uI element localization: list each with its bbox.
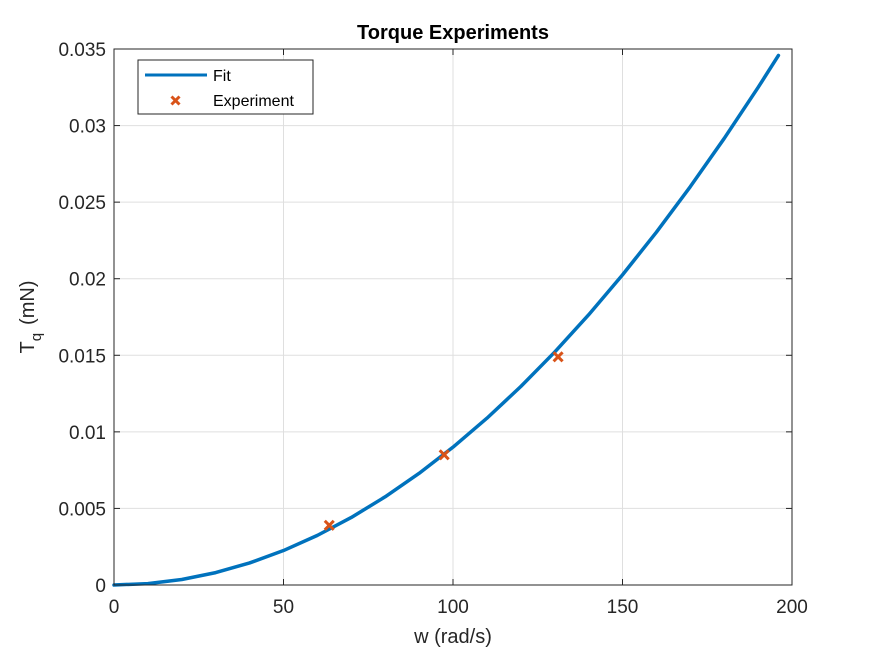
svg-text:Tq(mN): Tq (mN)	[17, 281, 45, 354]
legend-swatch-experiment	[170, 95, 181, 106]
y-axis-label-unit: (mN)	[17, 281, 39, 325]
y-axis-label-main: T	[17, 341, 39, 353]
y-tick-label: 0.025	[58, 193, 106, 214]
y-tick-label: 0.01	[69, 423, 106, 444]
y-axis-label: Tq (mN)	[17, 281, 45, 354]
legend-box	[137, 59, 314, 115]
legend-label-experiment: Experiment	[213, 93, 294, 110]
experiment-point	[552, 351, 564, 363]
y-axis-label-sub: q	[28, 333, 45, 341]
axis-ticks: 0 50 100 150 200 0 0.005 0.01 0.015 0.02 0.025 0.03…	[58, 40, 807, 618]
x-tick-label: 150	[607, 597, 639, 618]
legend-label-fit: Fit	[213, 68, 231, 85]
y-tick-label: 0.015	[58, 346, 106, 367]
x-axis-label: w (rad/s)	[413, 626, 492, 648]
x-tick-label: 100	[437, 597, 469, 618]
y-tick-label: 0.02	[69, 270, 106, 291]
experiment-point	[438, 449, 450, 461]
x-tick-label: 50	[273, 597, 294, 618]
series-layer	[112, 53, 781, 587]
experiment-point	[323, 519, 335, 531]
chart-title: Torque Experiments	[357, 22, 549, 44]
y-tick-label: 0.035	[58, 40, 106, 61]
legend: Fit Experiment	[137, 59, 314, 115]
y-tick-label: 0.005	[58, 499, 106, 520]
x-tick-label: 200	[776, 597, 808, 618]
y-tick-label: 0	[95, 576, 106, 597]
x-tick-label: 0	[109, 597, 120, 618]
y-tick-label: 0.03	[69, 117, 106, 138]
series-line-fit	[112, 53, 781, 587]
